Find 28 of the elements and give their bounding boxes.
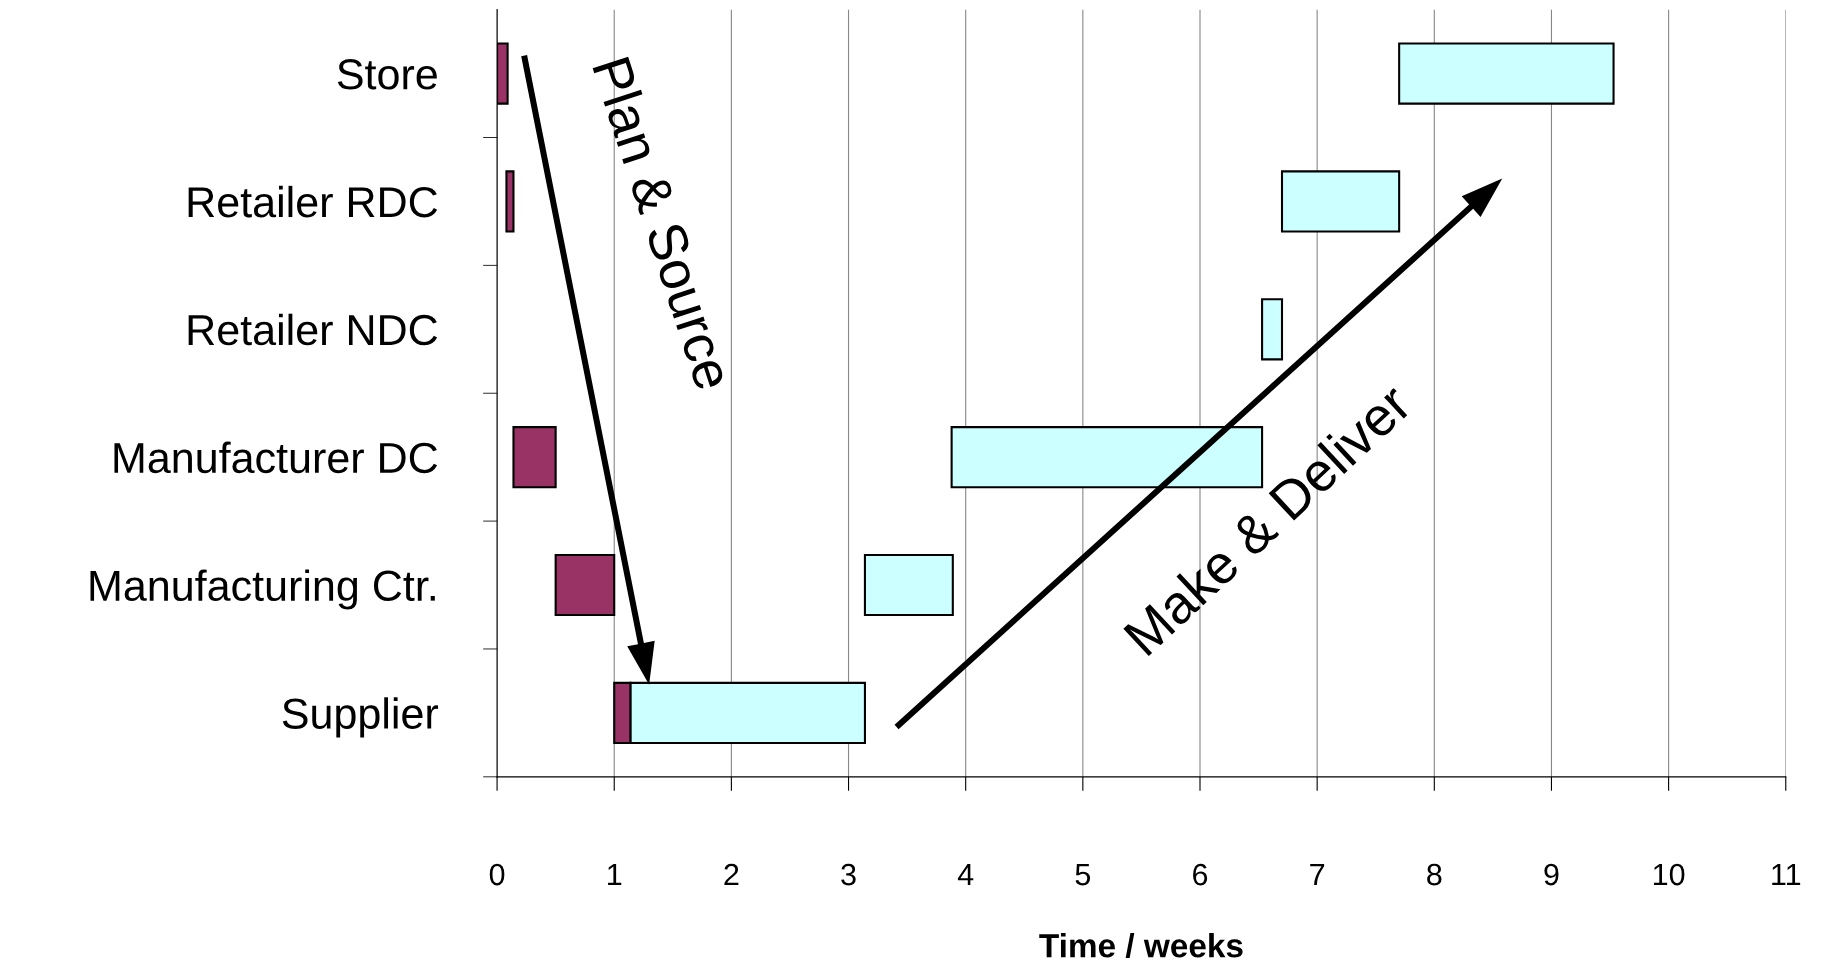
x-tick-label: 8 — [1427, 863, 1442, 886]
bar — [554, 553, 616, 617]
x-tick-label: 5 — [1075, 864, 1091, 886]
x-tick-label: 10 — [1653, 863, 1685, 886]
bar — [1261, 298, 1284, 361]
y-tick-label: Retailer RDC — [188, 185, 438, 218]
x-tick-label: 0 — [489, 863, 505, 886]
x-tick-label: 2 — [724, 863, 739, 886]
bar — [512, 426, 557, 489]
y-tick-label: Manufacturing Ctr. — [90, 569, 435, 610]
x-tick-label: 3 — [841, 863, 856, 886]
y-tick-label: Retailer NDC — [188, 313, 438, 346]
x-tick-label: 1 — [608, 864, 622, 886]
x-axis-title: Time / weeks — [1039, 933, 1243, 958]
y-tick-label: Manufacturer DC — [114, 441, 438, 474]
bar — [1280, 170, 1401, 233]
x-tick-label: 11 — [1772, 864, 1801, 886]
bar — [950, 426, 1264, 489]
bar — [505, 170, 515, 233]
y-tick-label: Supplier — [282, 697, 439, 738]
x-tick-label: 4 — [957, 864, 974, 886]
y-tick-label: Store — [337, 59, 437, 90]
bar — [1398, 42, 1615, 105]
bar — [863, 553, 954, 617]
x-tick-label: 7 — [1310, 864, 1325, 886]
x-tick-label: 9 — [1544, 863, 1559, 886]
x-tick-label: 6 — [1193, 863, 1208, 886]
annotation: Plan & Source — [592, 56, 735, 392]
